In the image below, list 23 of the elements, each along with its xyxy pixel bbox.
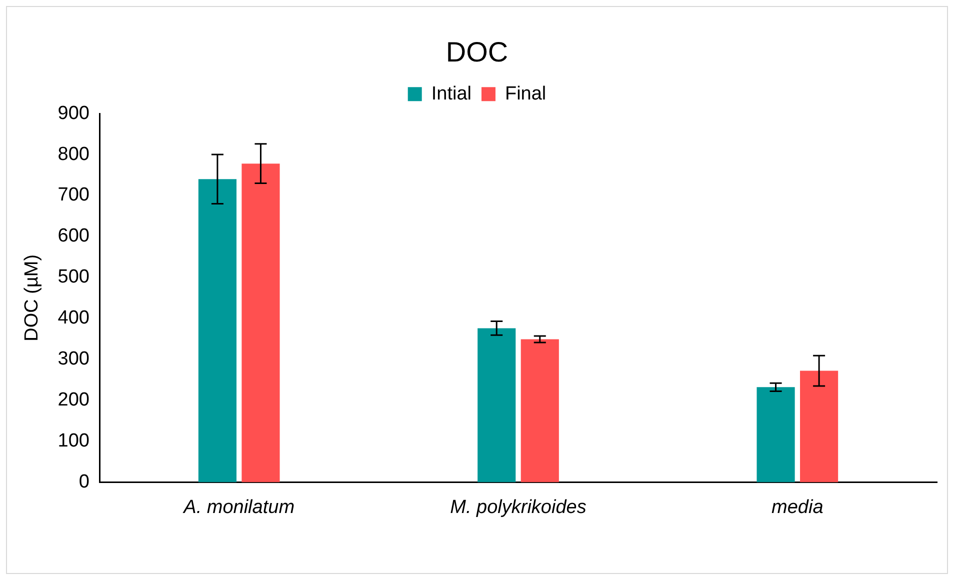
y-tick-label: 800	[58, 144, 90, 165]
y-tick-label: 500	[58, 266, 90, 288]
y-axis-title: DOC (µM)	[22, 254, 43, 342]
y-tick-label: 300	[58, 348, 90, 370]
bar	[800, 370, 838, 482]
y-tick-label: 100	[58, 430, 90, 452]
bar	[478, 328, 516, 482]
bar	[520, 339, 559, 482]
bar	[756, 387, 795, 482]
x-tick-label: M. polykrikoides	[450, 496, 587, 518]
bar	[198, 179, 236, 482]
legend-label: Final	[504, 83, 546, 104]
x-tick-label: media	[772, 496, 824, 518]
legend-label: Intial	[431, 83, 472, 104]
x-tick-label: A. monilatum	[182, 496, 295, 518]
y-tick-label: 0	[78, 471, 90, 492]
y-tick-label: 200	[58, 390, 90, 411]
chart-title: DOC	[446, 36, 508, 68]
y-tick-label: 900	[58, 102, 90, 124]
bar	[242, 164, 280, 482]
y-tick-label: 400	[58, 308, 90, 329]
y-tick-label: 600	[58, 226, 90, 247]
y-tick-label: 700	[58, 184, 90, 206]
